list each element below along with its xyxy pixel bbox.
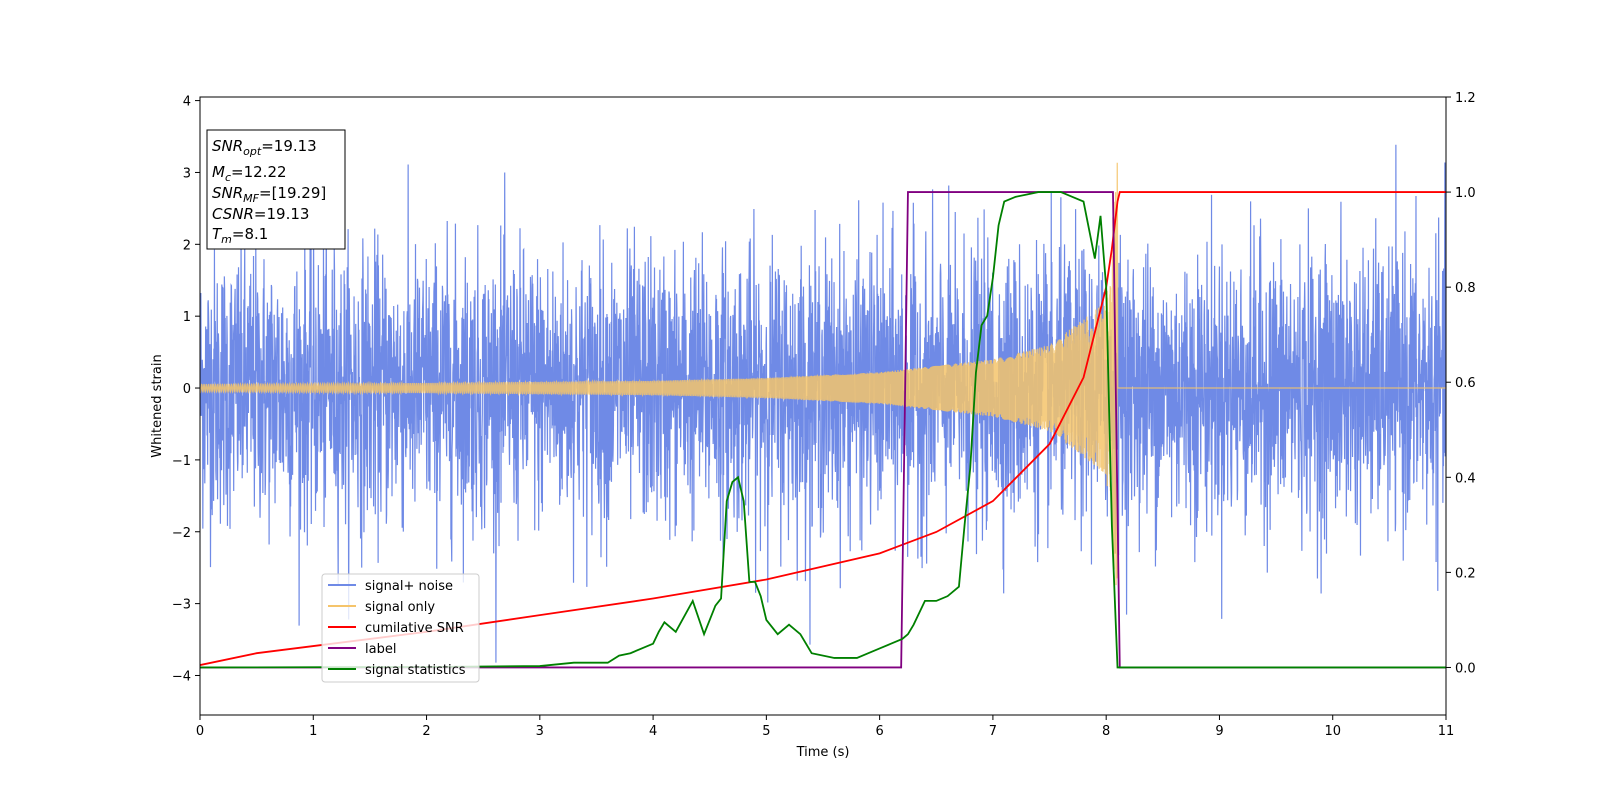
y-tick-label: −4 [172, 669, 191, 684]
stat-tm: Tm=8.1 [212, 225, 268, 246]
x-tick-label: 11 [1438, 724, 1455, 739]
stat-snr-mf-value: =[19.29] [259, 184, 326, 202]
stat-mc-value: =12.22 [231, 163, 287, 181]
y-tick-label: 4 [183, 95, 191, 110]
y-tick-label: 3 [183, 166, 191, 181]
legend-label-signal-only: signal only [365, 600, 435, 615]
legend-label-signal-noise: signal+ noise [365, 579, 453, 594]
x-tick-label: 9 [1215, 724, 1223, 739]
x-ticks: 0 1 2 3 4 5 6 7 8 9 10 11 [196, 715, 1454, 739]
plot-frame [199, 96, 1447, 716]
y2-tick-label: 0.8 [1455, 281, 1476, 296]
y2-tick-label: 1.2 [1455, 91, 1476, 106]
x-tick-label: 3 [536, 724, 544, 739]
stat-tm-sub: m [221, 233, 232, 246]
x-tick-label: 4 [649, 724, 657, 739]
x-tick-label: 8 [1102, 724, 1110, 739]
x-tick-label: 0 [196, 724, 204, 739]
x-tick-label: 1 [309, 724, 317, 739]
y-tick-label: 2 [183, 238, 191, 253]
x-tick-label: 2 [422, 724, 430, 739]
stat-mc-symbol: M [212, 163, 225, 181]
legend-label-cumulative-snr: cumilative SNR [365, 621, 464, 636]
stat-snr-opt-symbol: SNR [212, 137, 243, 155]
stat-mc-sub: c [225, 171, 231, 184]
stat-snr-mf-sub: MF [243, 192, 259, 205]
x-tick-label: 5 [762, 724, 770, 739]
y-tick-label: −2 [172, 526, 191, 541]
y-ticks: −4 −3 −2 −1 0 1 2 3 4 [172, 95, 200, 684]
stat-csnr-value: =19.13 [254, 205, 310, 223]
y2-ticks: 0.0 0.2 0.4 0.6 0.8 1.0 1.2 [1446, 91, 1476, 676]
stat-csnr-symbol: CSNR [212, 205, 254, 223]
stat-snr-opt-value: =19.13 [261, 137, 317, 155]
legend-label-label: label [365, 642, 396, 657]
y2-tick-label: 1.0 [1455, 186, 1476, 201]
y-tick-label: 1 [183, 310, 191, 325]
y-axis-label: Whitened strain [150, 354, 165, 457]
y2-tick-label: 0.0 [1455, 661, 1476, 676]
stats-box: SNRopt=19.13 Mc=12.22 SNRMF=[19.29] CSNR… [206, 129, 346, 250]
y-tick-label: −3 [172, 598, 191, 613]
stat-mc: Mc=12.22 [212, 163, 287, 184]
legend: signal+ noise signal only cumilative SNR… [321, 573, 480, 683]
x-tick-label: 6 [875, 724, 883, 739]
x-tick-label: 7 [989, 724, 997, 739]
stat-snr-mf: SNRMF=[19.29] [212, 184, 326, 205]
series-signal-statistics [200, 191, 1446, 669]
stat-snr-mf-symbol: SNR [212, 184, 243, 202]
stat-tm-symbol: T [212, 225, 223, 243]
stat-snr-opt: SNRopt=19.13 [212, 137, 317, 158]
y-tick-label: 0 [183, 382, 191, 397]
y2-tick-label: 0.2 [1455, 566, 1476, 581]
series-signal-only [200, 162, 1446, 586]
stat-snr-opt-sub: opt [243, 145, 262, 158]
x-tick-label: 10 [1324, 724, 1341, 739]
legend-label-signal-statistics: signal statistics [365, 663, 466, 678]
stat-csnr: CSNR=19.13 [212, 205, 309, 223]
y2-tick-label: 0.4 [1455, 471, 1476, 486]
stat-tm-value: =8.1 [232, 225, 268, 243]
y2-tick-label: 0.6 [1455, 376, 1476, 391]
x-axis-label: Time (s) [796, 745, 850, 760]
y-tick-label: −1 [172, 454, 191, 469]
